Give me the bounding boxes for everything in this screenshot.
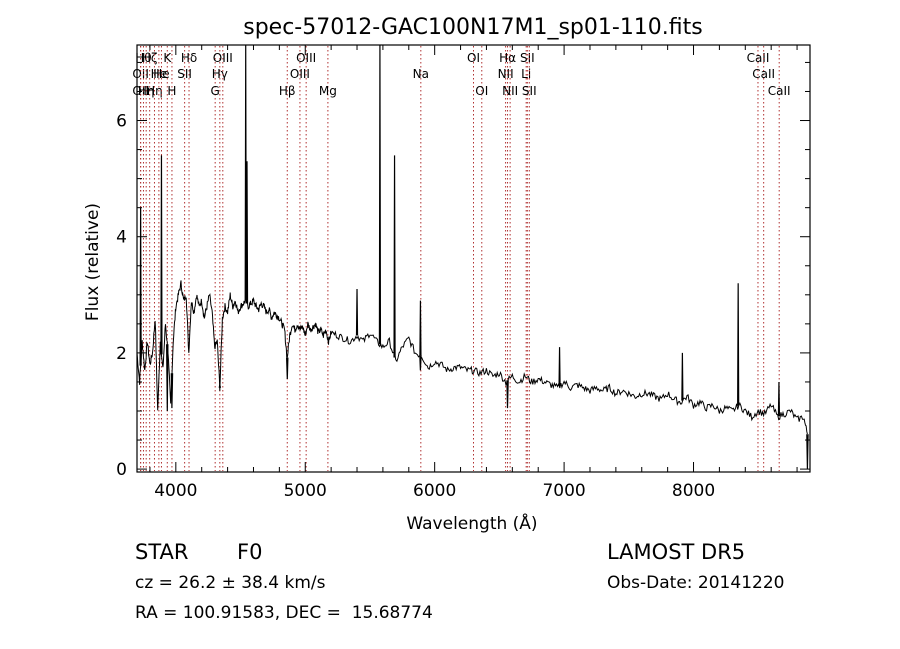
y-axis-label: Flux (relative) — [83, 203, 103, 321]
plot-frame — [136, 44, 811, 473]
line-marker-label: H — [167, 84, 176, 98]
line-marker-label: Hγ — [212, 67, 228, 81]
x-tick-label: 7000 — [542, 481, 585, 501]
emission-spike — [139, 207, 142, 366]
x-tick-label: 5000 — [284, 481, 327, 501]
x-axis-label: Wavelength (Å) — [406, 512, 537, 534]
absorption-dip — [506, 380, 509, 409]
line-marker-label: OIII — [296, 51, 316, 65]
line-marker-label: Hη — [146, 84, 163, 98]
observation-date: Obs-Date: 20141220 — [607, 573, 785, 593]
absorption-dip — [419, 355, 422, 371]
emission-spike — [378, 44, 382, 345]
emission-spike — [681, 352, 684, 401]
line-marker-label: Hη — [138, 84, 155, 98]
absorption-dip — [286, 357, 289, 380]
object-class: F0 — [237, 540, 263, 564]
coordinates: RA = 100.91583, DEC = 15.68774 — [135, 603, 433, 623]
line-marker-label: Na — [413, 67, 429, 81]
absorption-dip — [806, 434, 809, 470]
x-axis: 4000 5000 6000 7000 8000 — [149, 45, 798, 501]
line-marker-label: He — [151, 67, 167, 81]
x-tick-label: 6000 — [413, 481, 456, 501]
line-marker-label: CaII — [747, 51, 770, 65]
y-tick-label: 0 — [116, 460, 127, 480]
line-marker-label: Mg — [319, 84, 337, 98]
line-marker-label: Hζ — [142, 51, 158, 65]
x-tick-label: 8000 — [672, 481, 715, 501]
y-tick-label: 2 — [116, 344, 127, 364]
y-tick-label: 6 — [116, 112, 127, 132]
emission-spike — [777, 381, 781, 417]
line-marker-label: Hβ — [279, 84, 296, 98]
emission-spike — [355, 288, 359, 336]
chart-title: spec-57012-GAC100N17M1_sp01-110.fits — [243, 15, 703, 40]
y-axis: 0 2 4 6 — [116, 61, 810, 480]
line-marker-label: NII — [502, 84, 518, 98]
line-marker-label: SII — [177, 67, 192, 81]
redshift-velocity: cz = 26.2 ± 38.4 km/s — [135, 573, 326, 593]
line-marker-label: Hθ — [135, 51, 151, 65]
line-marker-label: NII — [498, 67, 514, 81]
line-marker-label: SII — [522, 84, 537, 98]
line-marker-label: CaII — [768, 84, 791, 98]
survey-name: LAMOST DR5 — [607, 540, 746, 564]
spectrum-layer — [136, 44, 809, 470]
line-marker-label: K — [163, 51, 172, 65]
y-tick-label: 4 — [116, 228, 127, 248]
line-marker-label: OI — [475, 84, 488, 98]
line-marker-label: OIII — [290, 67, 310, 81]
absorption-dip — [170, 373, 174, 409]
x-tick-label: 4000 — [154, 481, 197, 501]
emission-spike — [245, 161, 249, 304]
emission-spike — [737, 283, 740, 406]
object-type: STAR — [135, 540, 189, 564]
spectrum-line — [136, 280, 808, 435]
emission-spike — [160, 155, 163, 355]
line-marker-label: Hδ — [181, 51, 197, 65]
emission-spike — [393, 155, 396, 358]
line-marker-label: He — [153, 67, 169, 81]
line-marker-layer: OIIOIIHθHηHζHηHeHeKHSIIHδGHγOIIIHβOIIIOI… — [132, 46, 791, 471]
line-marker-label: OI — [467, 51, 480, 65]
absorption-dip — [218, 384, 222, 388]
line-marker-label: Li — [521, 67, 531, 81]
line-marker-label: G — [211, 84, 220, 98]
absorption-dip — [166, 344, 169, 412]
emission-spike — [419, 300, 422, 356]
emission-spike — [558, 347, 561, 387]
line-marker-label: SII — [520, 51, 535, 65]
line-marker-label: Hα — [499, 51, 516, 65]
line-marker-label: CaII — [752, 67, 775, 81]
line-marker-label: OIII — [213, 51, 233, 65]
